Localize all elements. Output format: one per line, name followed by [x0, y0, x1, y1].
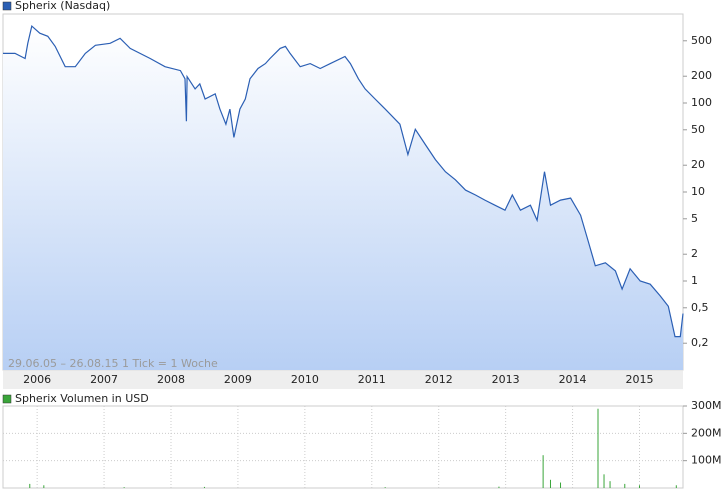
bar	[498, 486, 500, 488]
legend-label: Spherix Volumen in USD	[15, 392, 149, 405]
bar	[560, 482, 562, 488]
bar	[384, 487, 386, 488]
bar	[675, 485, 677, 488]
bar	[609, 481, 611, 488]
y-tick-label: 500	[691, 34, 712, 47]
x-tick-label: 2010	[291, 373, 319, 386]
bar	[43, 485, 45, 488]
y-tick-label: 2	[691, 247, 698, 260]
bar	[549, 479, 551, 488]
bar	[638, 485, 640, 488]
plot-frame	[2, 405, 684, 489]
legend-swatch	[2, 394, 12, 404]
y-tick-label: 1	[691, 274, 698, 287]
legend-label: Spherix (Nasdaq)	[15, 0, 110, 12]
y-tick-label: 100M	[691, 454, 722, 467]
y-tick-label: 200	[691, 69, 712, 82]
bar	[123, 487, 125, 488]
bar	[542, 455, 544, 488]
x-tick-label: 2006	[23, 373, 51, 386]
x-tick-label: 2008	[157, 373, 185, 386]
line	[3, 24, 684, 338]
y-tick-label: 10	[691, 185, 705, 198]
y-tick-label: 200M	[691, 426, 722, 439]
legend-swatch	[2, 1, 12, 11]
x-tick-label: 2015	[625, 373, 653, 386]
x-axis-band	[3, 371, 683, 389]
area	[3, 26, 683, 370]
x-tick-label: 2013	[492, 373, 520, 386]
y-tick-label: 5	[691, 212, 698, 225]
y-tick-label: 0,5	[691, 301, 709, 314]
x-tick-label: 2011	[358, 373, 386, 386]
y-tick-label: 300M	[691, 399, 722, 412]
x-tick-label: 2009	[224, 373, 252, 386]
bar	[603, 474, 605, 488]
x-tick-label: 2012	[425, 373, 453, 386]
bar	[29, 483, 31, 488]
x-tick-label: 2007	[90, 373, 118, 386]
bar	[597, 408, 599, 488]
bar	[203, 486, 205, 488]
annotation: 29.06.05 – 26.08.15 1 Tick = 1 Woche	[8, 357, 218, 370]
y-tick-label: 0,2	[691, 336, 709, 349]
bar	[624, 483, 626, 488]
y-tick-label: 50	[691, 123, 705, 136]
x-tick-label: 2014	[559, 373, 587, 386]
y-tick-label: 20	[691, 158, 705, 171]
y-tick-label: 100	[691, 96, 712, 109]
